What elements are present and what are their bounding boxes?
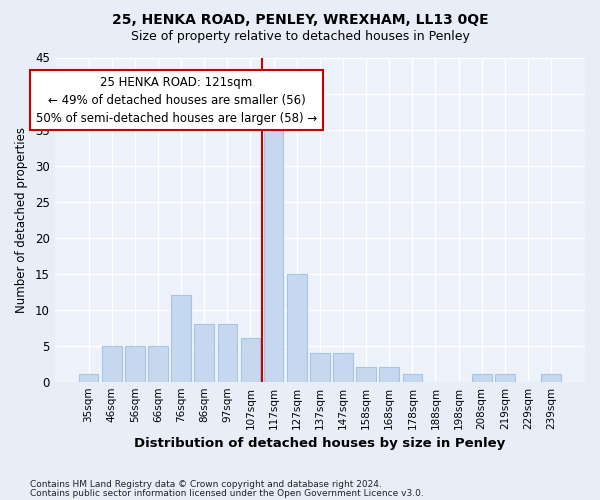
Bar — [79, 374, 98, 382]
Bar — [472, 374, 491, 382]
Text: Size of property relative to detached houses in Penley: Size of property relative to detached ho… — [131, 30, 469, 43]
Bar — [264, 130, 283, 382]
Text: Contains public sector information licensed under the Open Government Licence v3: Contains public sector information licen… — [30, 488, 424, 498]
Bar — [310, 353, 329, 382]
Bar — [241, 338, 260, 382]
Bar — [379, 368, 399, 382]
Bar — [333, 353, 353, 382]
Bar — [541, 374, 561, 382]
Bar — [218, 324, 237, 382]
Bar — [125, 346, 145, 382]
Bar — [403, 374, 422, 382]
Bar — [171, 295, 191, 382]
Text: 25, HENKA ROAD, PENLEY, WREXHAM, LL13 0QE: 25, HENKA ROAD, PENLEY, WREXHAM, LL13 0Q… — [112, 12, 488, 26]
Bar — [194, 324, 214, 382]
Text: 25 HENKA ROAD: 121sqm
← 49% of detached houses are smaller (56)
50% of semi-deta: 25 HENKA ROAD: 121sqm ← 49% of detached … — [36, 76, 317, 124]
Bar — [102, 346, 122, 382]
Bar — [148, 346, 168, 382]
Bar — [356, 368, 376, 382]
X-axis label: Distribution of detached houses by size in Penley: Distribution of detached houses by size … — [134, 437, 505, 450]
Text: Contains HM Land Registry data © Crown copyright and database right 2024.: Contains HM Land Registry data © Crown c… — [30, 480, 382, 489]
Bar — [495, 374, 515, 382]
Bar — [287, 274, 307, 382]
Y-axis label: Number of detached properties: Number of detached properties — [15, 126, 28, 312]
